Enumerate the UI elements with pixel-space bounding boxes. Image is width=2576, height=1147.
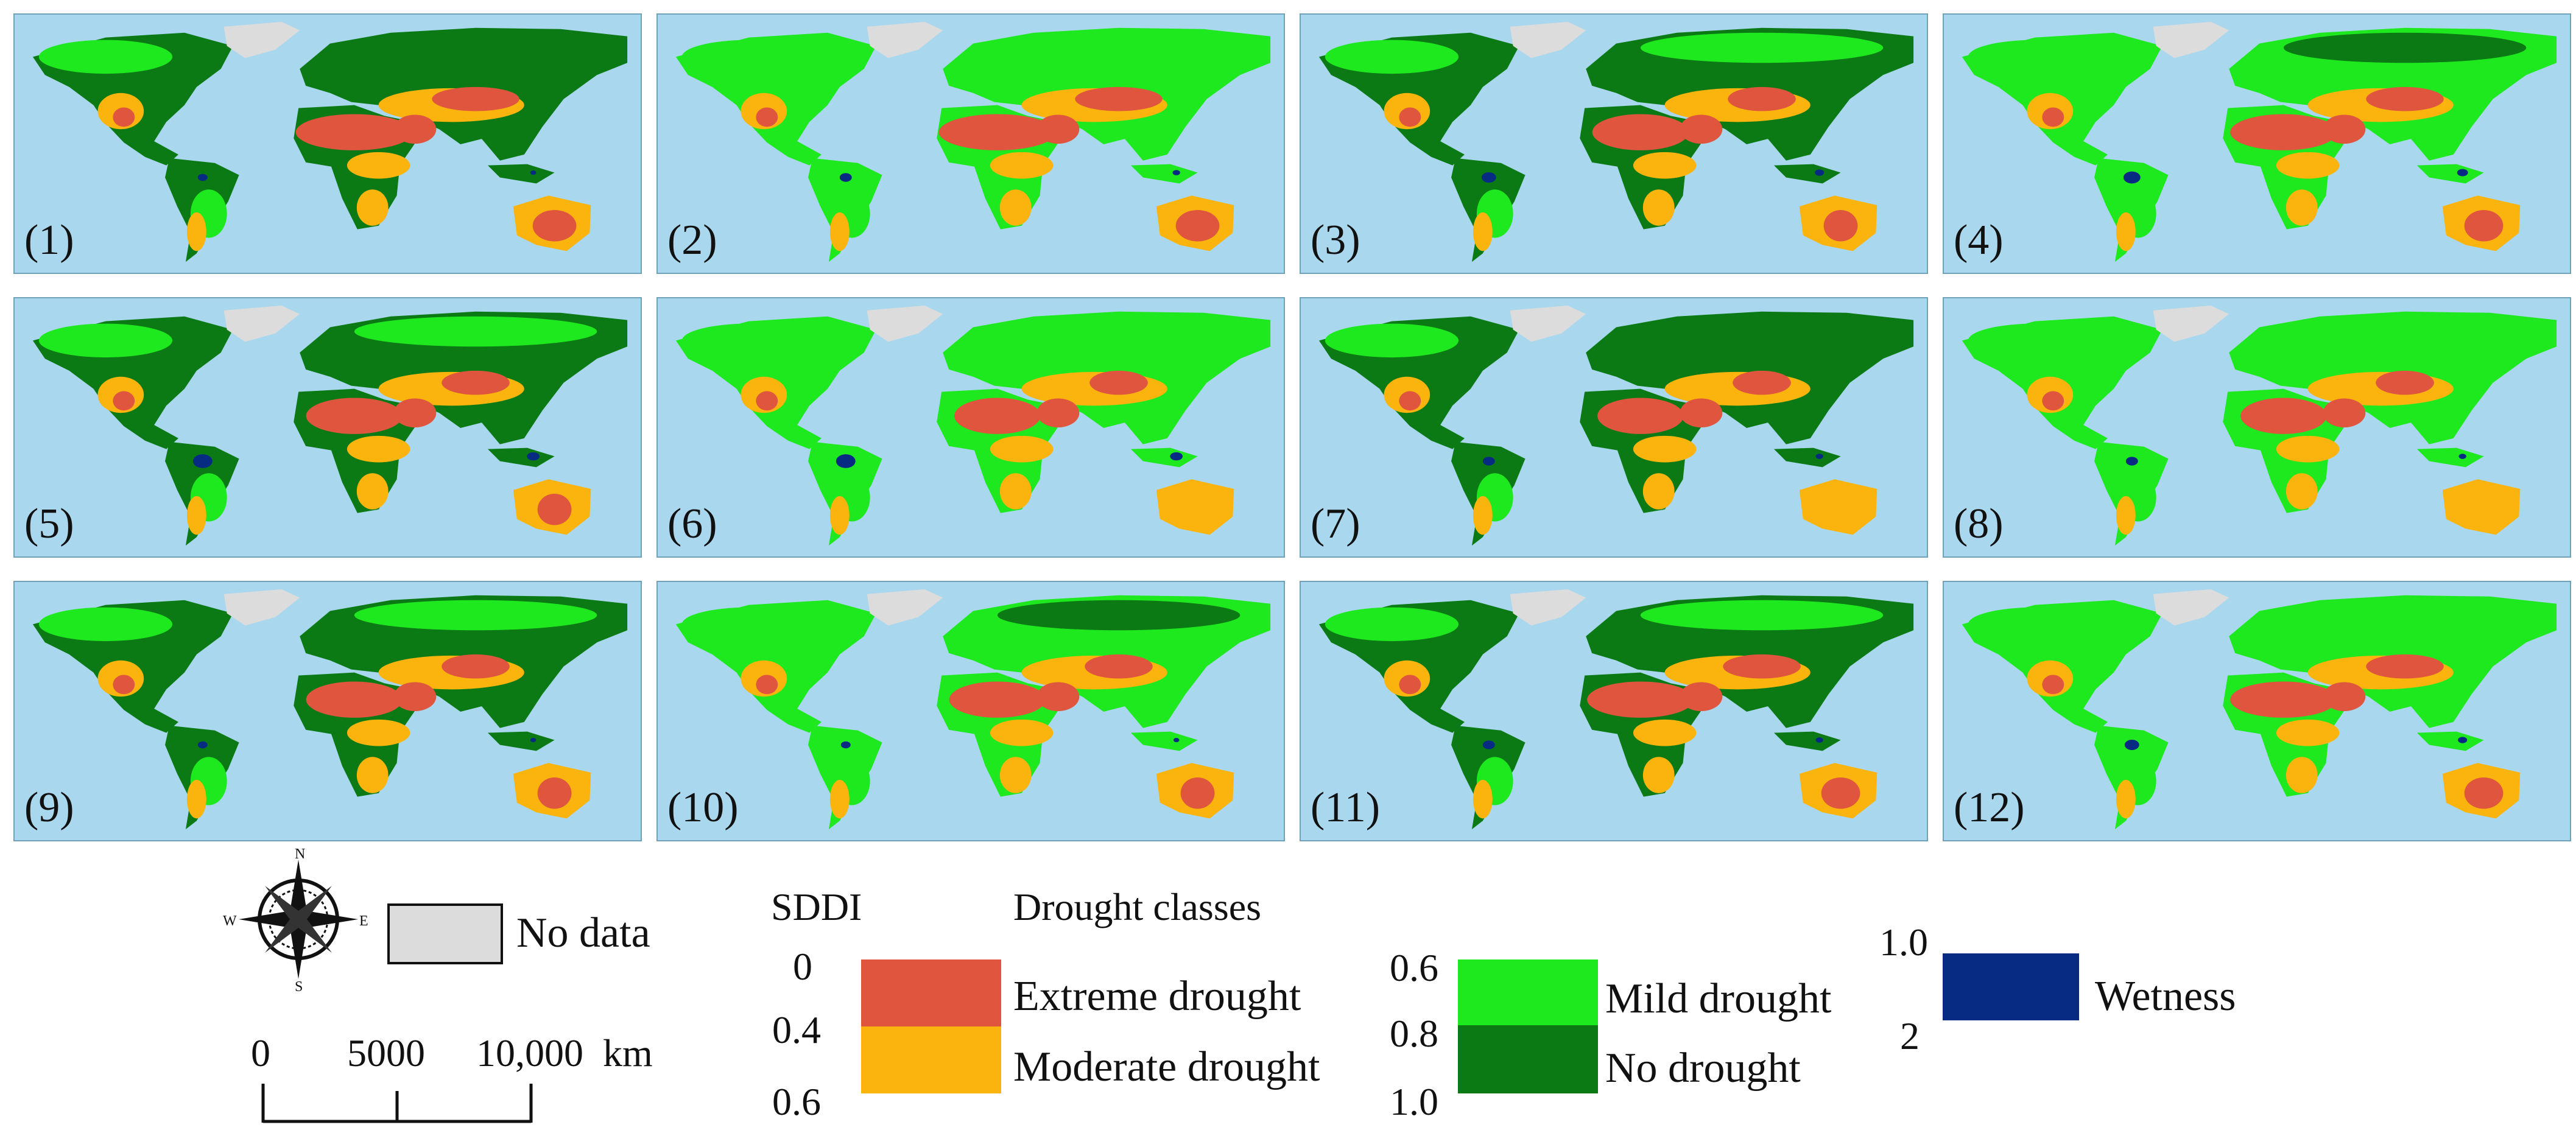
panel-label: (8) [1954, 500, 2004, 547]
world-map [1944, 298, 2570, 556]
sddi-value-0-4: 0.4 [772, 1008, 821, 1051]
compass-rose-icon: N S E W [223, 846, 368, 992]
drought-map-panel: (7) [1300, 297, 1928, 558]
drought-map-panel: (1) [13, 13, 642, 274]
mild-drought-swatch [1458, 959, 1598, 1025]
world-map [1301, 298, 1927, 556]
sddi-value-1-0: 1.0 [1390, 1080, 1438, 1123]
no-drought-swatch [1458, 1025, 1598, 1093]
no-drought-label: No drought [1605, 1045, 1801, 1092]
scale-bar [261, 1084, 533, 1123]
scale-tick-0: 0 [251, 1031, 270, 1075]
scale-tick-10000: 10,000 [476, 1031, 583, 1075]
panel-label: (5) [24, 500, 74, 547]
world-map [1301, 582, 1927, 840]
world-map [1944, 15, 2570, 273]
wetness-swatch [1943, 953, 2079, 1020]
world-map [1301, 15, 1927, 273]
drought-map-panel: (5) [13, 297, 642, 558]
wetness-label: Wetness [2095, 973, 2236, 1020]
world-map [1944, 582, 2570, 840]
sddi-value-0: 0 [793, 945, 812, 988]
drought-map-panel: (6) [656, 297, 1285, 558]
panel-label: (3) [1311, 217, 1360, 264]
world-map [658, 298, 1284, 556]
compass-north: N [295, 846, 305, 862]
map-grid: (1) (2) (3) (4) (5) (6) (7) (8) (9) (10) (11) (12) [13, 13, 2571, 841]
panel-label: (1) [24, 217, 74, 264]
mild-drought-label: Mild drought [1605, 975, 1832, 1022]
no-data-swatch [387, 903, 503, 964]
panel-label: (9) [24, 784, 74, 831]
no-data-label: No data [516, 910, 650, 956]
sddi-value-1-0b: 1.0 [1879, 921, 1928, 964]
drought-map-panel: (4) [1943, 13, 2571, 274]
compass-west: W [223, 913, 237, 929]
drought-map-panel: (9) [13, 581, 642, 841]
drought-map-panel: (3) [1300, 13, 1928, 274]
panel-label: (11) [1311, 784, 1381, 831]
moderate-drought-label: Moderate drought [1013, 1044, 1320, 1090]
compass-south: S [295, 979, 303, 992]
drought-map-panel: (11) [1300, 581, 1928, 841]
compass-east: E [359, 913, 368, 929]
panel-label: (6) [667, 500, 717, 547]
world-map [658, 15, 1284, 273]
scale-unit: km [603, 1031, 653, 1075]
moderate-drought-swatch [861, 1026, 1001, 1093]
extreme-drought-swatch [861, 959, 1001, 1026]
sddi-value-0-6b: 0.6 [1390, 946, 1438, 989]
panel-label: (12) [1954, 784, 2025, 831]
scale-tick-5000: 5000 [347, 1031, 425, 1075]
drought-map-panel: (10) [656, 581, 1285, 841]
world-map [15, 582, 641, 840]
drought-map-panel: (2) [656, 13, 1285, 274]
sddi-value-2: 2 [1900, 1014, 1920, 1058]
drought-map-panel: (8) [1943, 297, 2571, 558]
legend: N S E W No data 0 5000 10,000 km SDDI Dr… [0, 840, 2576, 1147]
panel-label: (4) [1954, 217, 2004, 264]
drought-map-panel: (12) [1943, 581, 2571, 841]
sddi-heading: SDDI [771, 885, 862, 928]
drought-classes-heading: Drought classes [1013, 885, 1262, 928]
world-map [658, 582, 1284, 840]
world-map [15, 15, 641, 273]
panel-label: (10) [667, 784, 739, 831]
panel-label: (2) [667, 217, 717, 264]
sddi-value-0-8: 0.8 [1390, 1012, 1438, 1055]
world-map [15, 298, 641, 556]
extreme-drought-label: Extreme drought [1013, 973, 1301, 1020]
sddi-value-0-6: 0.6 [772, 1080, 821, 1123]
panel-label: (7) [1311, 500, 1360, 547]
